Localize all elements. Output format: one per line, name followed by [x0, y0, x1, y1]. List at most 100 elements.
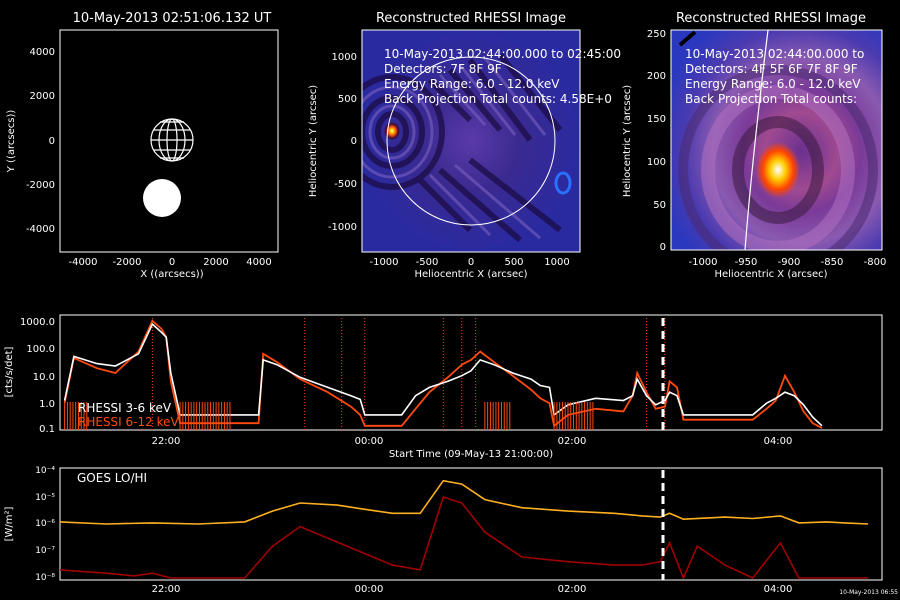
svg-text:Detectors: 7F 8F 9F: Detectors: 7F 8F 9F	[384, 62, 502, 76]
series-line-goes-hi	[59, 495, 869, 581]
svg-text:0: 0	[351, 136, 357, 147]
rhessi-map-2: Reconstructed RHESSI Image 10-May-2013 0…	[622, 11, 886, 280]
series-line-3-6kev	[63, 322, 823, 427]
svg-text:02:00: 02:00	[558, 436, 587, 447]
svg-text:-2000: -2000	[112, 257, 141, 268]
map1-title: Reconstructed RHESSI Image	[376, 11, 566, 26]
svg-text:22:00: 22:00	[152, 436, 181, 447]
svg-text:10-May-2013 02:44:00.000 to 02: 10-May-2013 02:44:00.000 to 02:45:00	[384, 47, 621, 61]
svg-text:Back Projection Total coun: Back Projection Total counts: 4.58E+0	[384, 92, 612, 106]
svg-text:-4000: -4000	[26, 224, 55, 235]
rhessi-yticks: 1000.0 100.0 10.0 1.0 0.1	[20, 317, 55, 435]
map1-yticks: 1000 500 0 -500 -1000	[328, 52, 357, 233]
series-line-goes-lo	[59, 479, 869, 525]
orbit-xticks: -4000 -2000 0 2000 4000	[68, 257, 271, 268]
rhessi-xticks: 22:00 00:00 02:00 04:00	[152, 436, 793, 447]
solar-limb-1	[386, 56, 556, 226]
svg-text:10.0: 10.0	[33, 372, 55, 383]
map2-ylabel: Heliocentric Y (arcsec)	[622, 85, 633, 197]
svg-text:22:00: 22:00	[152, 584, 181, 595]
svg-text:10⁻⁴: 10⁻⁴	[35, 466, 55, 476]
svg-text:10⁻⁶: 10⁻⁶	[35, 519, 55, 529]
goes-ylabel: [W/m²]	[4, 506, 15, 541]
svg-text:50: 50	[653, 200, 666, 211]
svg-text:0: 0	[660, 242, 666, 253]
map2-info: 10-May-2013 02:44:00.000 to Detectors: 4…	[685, 47, 864, 106]
svg-text:0: 0	[169, 257, 175, 268]
map1-info: 10-May-2013 02:44:00.000 to 02:45:00 Det…	[384, 47, 621, 106]
svg-text:10⁻⁷: 10⁻⁷	[35, 546, 55, 556]
svg-text:1000: 1000	[332, 52, 357, 63]
rhessi-series	[63, 319, 823, 430]
svg-text:200: 200	[647, 71, 666, 82]
map2-xlabel: Heliocentric X (arcsec)	[714, 269, 827, 280]
rhessi-xlabel: Start Time (09-May-13 21:00:00)	[389, 449, 553, 460]
orbit-panel: 10-May-2013 02:51:06.132 UT X ((arcsecs)…	[6, 11, 279, 280]
rhessi-legend-high: RHESSI 6-12 keV	[78, 415, 179, 429]
map2-xticks: -1000 -950 -900 -850 -800	[688, 257, 886, 268]
goes-label: GOES LO/HI	[77, 471, 147, 485]
svg-text:Detectors: 4F 5F 6F 7F 8F 9F: Detectors: 4F 5F 6F 7F 8F 9F	[685, 62, 858, 76]
map1-xlabel: Heliocentric X (arcsec)	[414, 269, 527, 280]
svg-text:1000: 1000	[544, 257, 569, 268]
map1-xticks: -1000 -500 0 500 1000	[369, 257, 569, 268]
rhessi-map-1: Reconstructed RHESSI Image 10-May-2013 0…	[308, 11, 621, 280]
svg-text:100.0: 100.0	[26, 344, 55, 355]
svg-text:10⁻⁵: 10⁻⁵	[35, 493, 55, 503]
orbit-ylabel: Y ((arcsecs))	[6, 110, 17, 174]
svg-text:2000: 2000	[203, 257, 228, 268]
svg-text:04:00: 04:00	[764, 584, 793, 595]
svg-text:-1000: -1000	[328, 222, 357, 233]
svg-text:150: 150	[647, 114, 666, 125]
svg-text:02:00: 02:00	[558, 584, 587, 595]
svg-text:-2000: -2000	[26, 180, 55, 191]
svg-text:-1000: -1000	[688, 257, 717, 268]
svg-text:Energy Range: 6.0 - 12.0 keV: Energy Range: 6.0 - 12.0 keV	[685, 77, 861, 91]
svg-text:-500: -500	[416, 257, 439, 268]
svg-text:500: 500	[504, 257, 523, 268]
orbit-yticks: 4000 2000 0 -2000 -4000	[26, 47, 55, 235]
orbit-title: 10-May-2013 02:51:06.132 UT	[73, 11, 272, 26]
sun-disk	[143, 179, 181, 217]
goes-series	[59, 479, 869, 581]
rhessi-legend-low: RHESSI 3-6 keV	[78, 401, 172, 415]
svg-text:2000: 2000	[30, 91, 55, 102]
goes-xticks: 22:00 00:00 02:00 04:00	[152, 584, 793, 595]
svg-text:100: 100	[647, 157, 666, 168]
rhessi-ylabel: [cts/s/det]	[4, 347, 15, 398]
svg-text:-900: -900	[778, 257, 801, 268]
svg-text:0: 0	[49, 136, 55, 147]
map2-title: Reconstructed RHESSI Image	[676, 11, 866, 26]
flare-markers	[151, 318, 666, 430]
svg-text:00:00: 00:00	[355, 436, 384, 447]
map1-ylabel: Heliocentric Y (arcsec)	[308, 85, 319, 197]
svg-text:4000: 4000	[30, 47, 55, 58]
svg-text:Energy Range: 6.0 - 12.0 keV: Energy Range: 6.0 - 12.0 keV	[384, 77, 560, 91]
svg-text:-950: -950	[735, 257, 758, 268]
svg-text:10-May-2013 02:44:00.000 to: 10-May-2013 02:44:00.000 to	[685, 47, 864, 61]
svg-text:Back Projection Total coun: Back Projection Total counts:	[685, 92, 857, 106]
svg-text:-500: -500	[334, 179, 357, 190]
svg-text:-4000: -4000	[68, 257, 97, 268]
svg-text:-850: -850	[821, 257, 844, 268]
goes-yticks: 10⁻⁴ 10⁻⁵ 10⁻⁶ 10⁻⁷ 10⁻⁸	[35, 466, 55, 583]
series-line-6-12kev	[63, 319, 823, 429]
goes-timestamp: 10-May-2013 06:55	[839, 589, 898, 596]
map2-yticks: 250 200 150 100 50 0	[647, 29, 666, 253]
svg-text:1.0: 1.0	[39, 399, 55, 410]
svg-text:-1000: -1000	[369, 257, 398, 268]
svg-text:00:00: 00:00	[355, 584, 384, 595]
svg-text:1000.0: 1000.0	[20, 317, 55, 328]
svg-text:0.1: 0.1	[39, 424, 55, 435]
svg-text:-800: -800	[864, 257, 887, 268]
orbit-xlabel: X ((arcsecs))	[140, 269, 203, 280]
svg-text:4000: 4000	[246, 257, 271, 268]
globe-icon	[150, 118, 194, 162]
svg-text:04:00: 04:00	[764, 436, 793, 447]
svg-text:10⁻⁸: 10⁻⁸	[35, 573, 55, 583]
svg-text:0: 0	[468, 257, 474, 268]
svg-text:250: 250	[647, 29, 666, 40]
rhessi-lightcurve-panel: [cts/s/det] 1000.0 100.0 10.0 1.0 0.1 22…	[4, 314, 883, 460]
goes-panel: GOES LO/HI [W/m²] 10⁻⁴ 10⁻⁵ 10⁻⁶ 10⁻⁷ 10…	[4, 466, 898, 596]
